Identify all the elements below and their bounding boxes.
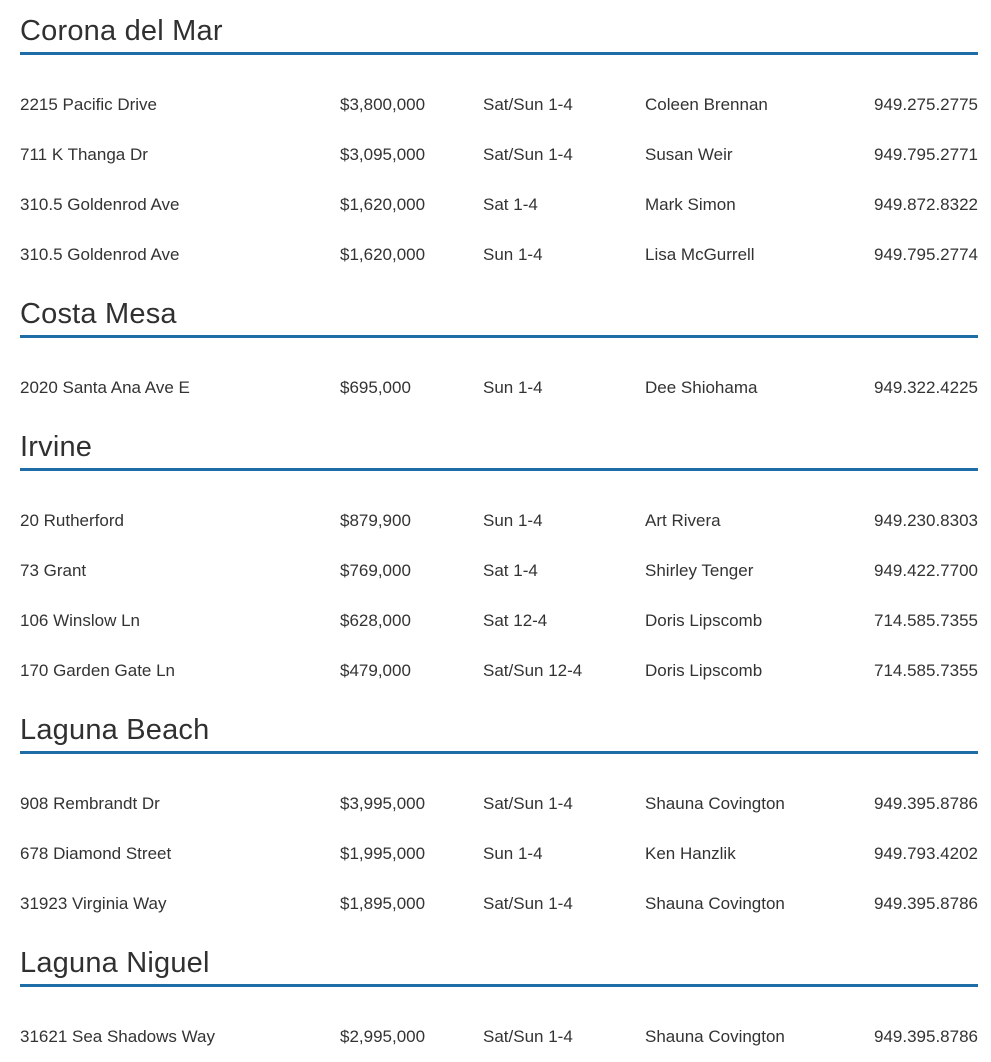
agent-phone: 949.872.8322 [874,195,978,214]
listing-address: 73 Grant [20,561,87,580]
listing-row: 2020 Santa Ana Ave E $695,000 Sun 1-4 De… [20,363,978,413]
city-heading: Corona del Mar [20,14,978,55]
city-heading: Laguna Beach [20,713,978,754]
agent-phone: 949.395.8786 [874,894,978,913]
agent-phone: 949.395.8786 [874,794,978,813]
listing-price: $1,620,000 [340,195,426,214]
agent-name: Doris Lipscomb [645,661,763,680]
listing-price: $1,620,000 [340,245,426,264]
listing-price: $628,000 [340,611,411,630]
open-house-time: Sat/Sun 12-4 [483,661,583,680]
listing-address: 908 Rembrandt Dr [20,794,160,813]
listing-rows: 2020 Santa Ana Ave E $695,000 Sun 1-4 De… [20,363,978,413]
city-heading: Laguna Niguel [20,946,978,987]
listing-rows: 31621 Sea Shadows Way $2,995,000 Sat/Sun… [20,1012,978,1062]
listing-price: $479,000 [340,661,411,680]
agent-name: Susan Weir [645,145,733,164]
agent-name: Art Rivera [645,511,721,530]
agent-name: Dee Shiohama [645,378,758,397]
agent-name: Lisa McGurrell [645,245,755,264]
agent-name: Mark Simon [645,195,736,214]
listing-row: 908 Rembrandt Dr $3,995,000 Sat/Sun 1-4 … [20,779,978,829]
open-house-time: Sat/Sun 1-4 [483,95,573,114]
agent-phone: 949.793.4202 [874,844,978,863]
listing-address: 310.5 Goldenrod Ave [20,245,180,264]
listing-price: $879,900 [340,511,411,530]
listing-price: $3,995,000 [340,794,426,813]
listing-rows: 20 Rutherford $879,900 Sun 1-4 Art River… [20,496,978,696]
city-section: Irvine 20 Rutherford $879,900 Sun 1-4 Ar… [20,430,978,696]
listing-price: $2,995,000 [340,1027,426,1046]
listing-address: 711 K Thanga Dr [20,145,148,164]
agent-phone: 949.395.8786 [874,1027,978,1046]
city-heading: Costa Mesa [20,297,978,338]
open-house-time: Sat/Sun 1-4 [483,145,573,164]
city-section: Laguna Beach 908 Rembrandt Dr $3,995,000… [20,713,978,929]
agent-phone: 949.795.2771 [874,145,978,164]
agent-name: Ken Hanzlik [645,844,736,863]
open-house-time: Sun 1-4 [483,378,543,397]
city-section: Costa Mesa 2020 Santa Ana Ave E $695,000… [20,297,978,413]
open-house-time: Sat/Sun 1-4 [483,894,573,913]
listing-row: 106 Winslow Ln $628,000 Sat 12-4 Doris L… [20,596,978,646]
agent-phone: 949.795.2774 [874,245,978,264]
open-house-time: Sat 1-4 [483,561,538,580]
listing-row: 711 K Thanga Dr $3,095,000 Sat/Sun 1-4 S… [20,130,978,180]
listing-price: $769,000 [340,561,411,580]
listing-row: 31621 Sea Shadows Way $2,995,000 Sat/Sun… [20,1012,978,1062]
city-section: Corona del Mar 2215 Pacific Drive $3,800… [20,14,978,280]
agent-phone: 949.422.7700 [874,561,978,580]
listing-address: 2020 Santa Ana Ave E [20,378,190,397]
listing-row: 20 Rutherford $879,900 Sun 1-4 Art River… [20,496,978,546]
listing-rows: 908 Rembrandt Dr $3,995,000 Sat/Sun 1-4 … [20,779,978,929]
open-house-time: Sat 1-4 [483,195,538,214]
listing-price: $1,995,000 [340,844,426,863]
listing-address: 170 Garden Gate Ln [20,661,176,680]
agent-phone: 949.322.4225 [874,378,978,397]
agent-name: Shauna Covington [645,794,785,813]
agent-name: Doris Lipscomb [645,611,763,630]
listing-address: 678 Diamond Street [20,844,172,863]
agent-phone: 714.585.7355 [874,661,978,680]
agent-phone: 714.585.7355 [874,611,978,630]
listing-address: 31923 Virginia Way [20,894,167,913]
open-house-time: Sun 1-4 [483,844,543,863]
listing-price: $3,800,000 [340,95,426,114]
listing-address: 310.5 Goldenrod Ave [20,195,180,214]
open-house-time: Sun 1-4 [483,511,543,530]
listing-price: $1,895,000 [340,894,426,913]
agent-name: Shauna Covington [645,894,785,913]
listing-row: 678 Diamond Street $1,995,000 Sun 1-4 Ke… [20,829,978,879]
agent-name: Shauna Covington [645,1027,785,1046]
listing-address: 106 Winslow Ln [20,611,141,630]
listing-rows: 2215 Pacific Drive $3,800,000 Sat/Sun 1-… [20,80,978,280]
agent-phone: 949.275.2775 [874,95,978,114]
agent-name: Coleen Brennan [645,95,768,114]
listing-price: $695,000 [340,378,411,397]
agent-phone: 949.230.8303 [874,511,978,530]
listing-row: 170 Garden Gate Ln $479,000 Sat/Sun 12-4… [20,646,978,696]
listing-address: 20 Rutherford [20,511,124,530]
city-section: Laguna Niguel 31621 Sea Shadows Way $2,9… [20,946,978,1062]
open-house-time: Sat/Sun 1-4 [483,794,573,813]
city-heading: Irvine [20,430,978,471]
listing-address: 2215 Pacific Drive [20,95,158,114]
open-house-list: Corona del Mar 2215 Pacific Drive $3,800… [20,14,978,1062]
listing-address: 31621 Sea Shadows Way [20,1027,215,1046]
listing-row: 31923 Virginia Way $1,895,000 Sat/Sun 1-… [20,879,978,929]
open-house-time: Sun 1-4 [483,245,543,264]
listing-price: $3,095,000 [340,145,426,164]
agent-name: Shirley Tenger [645,561,754,580]
listing-row: 2215 Pacific Drive $3,800,000 Sat/Sun 1-… [20,80,978,130]
open-house-time: Sat/Sun 1-4 [483,1027,573,1046]
open-house-time: Sat 12-4 [483,611,548,630]
listing-row: 73 Grant $769,000 Sat 1-4 Shirley Tenger… [20,546,978,596]
listing-row: 310.5 Goldenrod Ave $1,620,000 Sat 1-4 M… [20,180,978,230]
listing-row: 310.5 Goldenrod Ave $1,620,000 Sun 1-4 L… [20,230,978,280]
